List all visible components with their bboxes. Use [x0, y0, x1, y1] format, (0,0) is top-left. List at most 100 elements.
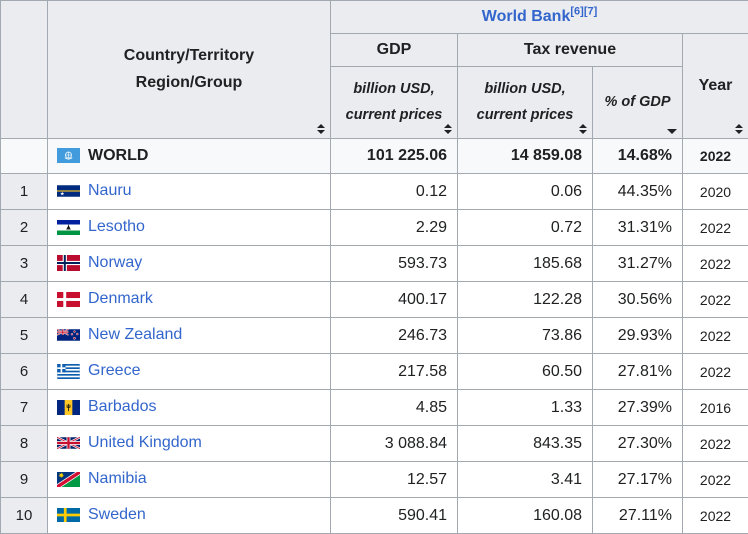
- country-link[interactable]: Greece: [88, 362, 140, 379]
- source-header: World Bank[6][7]: [331, 1, 748, 34]
- footnote-6[interactable]: [6]: [570, 6, 583, 18]
- country-link[interactable]: Denmark: [88, 290, 153, 307]
- year-value: 2022: [683, 139, 748, 174]
- pct-gdp-value: 27.30%: [593, 426, 683, 462]
- gdp-value: 2.29: [331, 210, 458, 246]
- country-link[interactable]: Barbados: [88, 398, 157, 415]
- world-label: WORLD: [88, 147, 148, 164]
- tax-revenue-column-header: Tax revenue: [458, 34, 683, 67]
- pct-gdp-value: 30.56%: [593, 282, 683, 318]
- sort-icon[interactable]: [317, 124, 325, 134]
- pct-gdp-value: 14.68%: [593, 139, 683, 174]
- table-row: 5 New Zealand 246.73 73.86 29.93% 2022: [1, 318, 748, 354]
- world-row: WORLD 101 225.06 14 859.08 14.68% 2022: [1, 139, 748, 174]
- country-header-line2: Region/Group: [48, 70, 330, 96]
- country-link[interactable]: Norway: [88, 254, 142, 271]
- gdp-column-header: GDP: [331, 34, 458, 67]
- un-flag-icon: [57, 148, 80, 163]
- sort-icon[interactable]: [444, 124, 452, 134]
- pct-gdp-value: 27.39%: [593, 390, 683, 426]
- pct-gdp-value: 31.31%: [593, 210, 683, 246]
- country-link[interactable]: Nauru: [88, 182, 132, 199]
- table-row: 9 Namibia 12.57 3.41 27.17% 2022: [1, 462, 748, 498]
- year-value: 2022: [683, 246, 748, 282]
- country-link[interactable]: Lesotho: [88, 218, 145, 235]
- gdp-value: 593.73: [331, 246, 458, 282]
- tax-value: 122.28: [458, 282, 593, 318]
- tax-value: 843.35: [458, 426, 593, 462]
- world-bank-link[interactable]: World Bank: [482, 8, 571, 25]
- country-cell: Namibia: [48, 462, 331, 498]
- country-cell: Barbados: [48, 390, 331, 426]
- country-cell: Nauru: [48, 174, 331, 210]
- pct-gdp-value: 27.17%: [593, 462, 683, 498]
- tax-value: 0.72: [458, 210, 593, 246]
- tax-value: 3.41: [458, 462, 593, 498]
- country-link[interactable]: Namibia: [88, 470, 147, 487]
- nz-flag-icon: [57, 329, 80, 341]
- rank-cell: [1, 139, 48, 174]
- tax-value: 160.08: [458, 498, 593, 534]
- gdp-sub-header[interactable]: billion USD, current prices: [331, 67, 458, 139]
- uk-flag-icon: [57, 437, 80, 449]
- gdp-value: 0.12: [331, 174, 458, 210]
- tax-value: 1.33: [458, 390, 593, 426]
- year-value: 2022: [683, 282, 748, 318]
- country-link[interactable]: New Zealand: [88, 326, 182, 343]
- sweden-flag-icon: [57, 508, 80, 522]
- table-row: 7 Barbados 4.85 1.33 27.39% 2016: [1, 390, 748, 426]
- gdp-value: 4.85: [331, 390, 458, 426]
- year-value: 2022: [683, 354, 748, 390]
- table-row: 3 Norway 593.73 185.68 31.27% 2022: [1, 246, 748, 282]
- country-header-line1: Country/Territory: [48, 43, 330, 69]
- country-link[interactable]: Sweden: [88, 506, 146, 523]
- pct-gdp-value: 29.93%: [593, 318, 683, 354]
- tax-value: 0.06: [458, 174, 593, 210]
- footnote-7[interactable]: [7]: [584, 6, 597, 18]
- tax-value: 60.50: [458, 354, 593, 390]
- sort-icon[interactable]: [735, 124, 743, 134]
- year-column-header[interactable]: Year: [683, 34, 748, 139]
- tax-value: 185.68: [458, 246, 593, 282]
- table-row: 8 United Kingdom 3 088.84 843.35 27.30% …: [1, 426, 748, 462]
- rank-cell: 6: [1, 354, 48, 390]
- pct-gdp-column-header[interactable]: % of GDP: [593, 67, 683, 139]
- namibia-flag-icon: [57, 472, 80, 487]
- country-cell: Norway: [48, 246, 331, 282]
- gdp-value: 101 225.06: [331, 139, 458, 174]
- gdp-value: 246.73: [331, 318, 458, 354]
- year-value: 2016: [683, 390, 748, 426]
- norway-flag-icon: [57, 255, 80, 271]
- country-cell: New Zealand: [48, 318, 331, 354]
- denmark-flag-icon: [57, 292, 80, 307]
- gdp-value: 12.57: [331, 462, 458, 498]
- tax-value: 14 859.08: [458, 139, 593, 174]
- table-body: WORLD 101 225.06 14 859.08 14.68% 2022 1…: [1, 139, 748, 534]
- rank-cell: 4: [1, 282, 48, 318]
- rank-column-header: [1, 1, 48, 139]
- lesotho-flag-icon: [57, 220, 80, 235]
- tax-sub-header[interactable]: billion USD, current prices: [458, 67, 593, 139]
- sort-descending-icon[interactable]: [667, 129, 677, 134]
- country-column-header[interactable]: Country/Territory Region/Group: [48, 1, 331, 139]
- country-link[interactable]: United Kingdom: [88, 434, 202, 451]
- country-cell: Lesotho: [48, 210, 331, 246]
- world-cell: WORLD: [48, 139, 331, 174]
- rank-cell: 9: [1, 462, 48, 498]
- country-cell: Sweden: [48, 498, 331, 534]
- gdp-value: 400.17: [331, 282, 458, 318]
- year-value: 2022: [683, 426, 748, 462]
- gdp-value: 3 088.84: [331, 426, 458, 462]
- country-cell: Denmark: [48, 282, 331, 318]
- pct-gdp-value: 27.11%: [593, 498, 683, 534]
- year-value: 2022: [683, 210, 748, 246]
- sort-icon[interactable]: [579, 124, 587, 134]
- rank-cell: 2: [1, 210, 48, 246]
- nauru-flag-icon: [57, 185, 80, 197]
- year-value: 2022: [683, 318, 748, 354]
- barbados-flag-icon: [57, 400, 80, 415]
- rank-cell: 5: [1, 318, 48, 354]
- country-cell: Greece: [48, 354, 331, 390]
- country-cell: United Kingdom: [48, 426, 331, 462]
